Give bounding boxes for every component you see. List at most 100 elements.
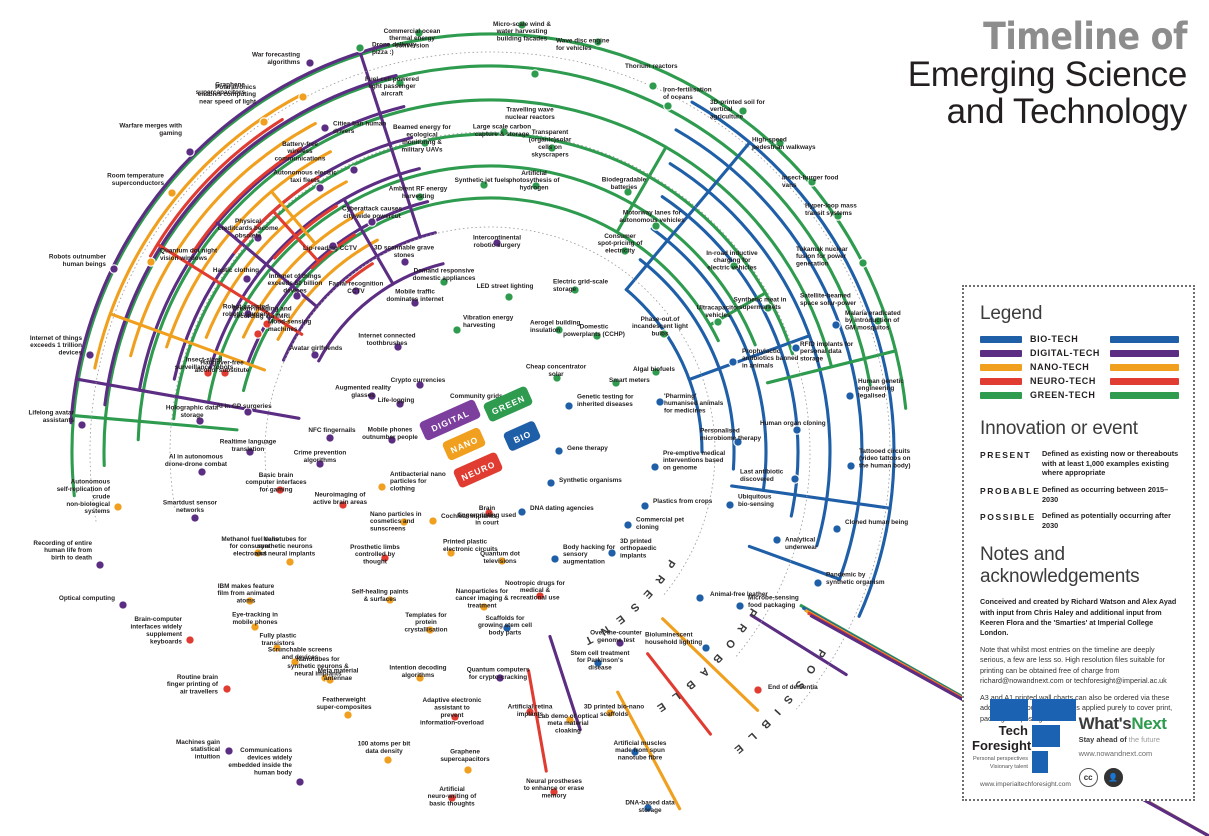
timeline-node[interactable] xyxy=(554,446,564,456)
timeline-node[interactable] xyxy=(262,319,272,329)
timeline-node[interactable] xyxy=(377,482,387,492)
timeline-node[interactable] xyxy=(325,433,335,443)
timeline-node[interactable] xyxy=(245,596,255,606)
timeline-node[interactable] xyxy=(605,708,615,718)
timeline-node[interactable] xyxy=(77,420,87,430)
timeline-node[interactable] xyxy=(738,106,748,116)
timeline-node[interactable] xyxy=(593,37,603,47)
timeline-node[interactable] xyxy=(833,211,843,221)
timeline-node[interactable] xyxy=(385,595,395,605)
timeline-node[interactable] xyxy=(395,78,405,88)
timeline-node[interactable] xyxy=(425,625,435,635)
timeline-node[interactable] xyxy=(393,342,403,352)
timeline-node[interactable] xyxy=(497,556,507,566)
timeline-node[interactable] xyxy=(197,467,207,477)
timeline-node[interactable] xyxy=(713,317,723,327)
hub-chip-nano[interactable]: NANO xyxy=(441,427,486,462)
timeline-node[interactable] xyxy=(305,58,315,68)
timeline-node[interactable] xyxy=(420,138,430,148)
timeline-node[interactable] xyxy=(651,367,661,377)
timeline-node[interactable] xyxy=(399,517,409,527)
timeline-node[interactable] xyxy=(729,261,739,271)
timeline-node[interactable] xyxy=(245,447,255,457)
timeline-node[interactable] xyxy=(615,638,625,648)
timeline-node[interactable] xyxy=(807,177,817,187)
timeline-node[interactable] xyxy=(253,548,263,558)
timeline-node[interactable] xyxy=(380,553,390,563)
timeline-node[interactable] xyxy=(224,746,234,756)
timeline-node[interactable] xyxy=(253,233,263,243)
timeline-node[interactable] xyxy=(873,316,883,326)
hub-chip-green[interactable]: GREEN xyxy=(482,385,533,422)
timeline-node[interactable] xyxy=(185,147,195,157)
timeline-node[interactable] xyxy=(285,557,295,567)
timeline-node[interactable] xyxy=(298,92,308,102)
timeline-node[interactable] xyxy=(499,127,509,137)
timeline-node[interactable] xyxy=(630,747,640,757)
timeline-node[interactable] xyxy=(325,675,335,685)
timeline-node[interactable] xyxy=(611,378,621,388)
timeline-node[interactable] xyxy=(813,578,823,588)
timeline-node[interactable] xyxy=(517,20,527,30)
timeline-node[interactable] xyxy=(222,684,232,694)
timeline-node[interactable] xyxy=(328,241,338,251)
timeline-node[interactable] xyxy=(607,548,617,558)
timeline-node[interactable] xyxy=(259,117,269,127)
timeline-node[interactable] xyxy=(552,373,562,383)
timeline-node[interactable] xyxy=(167,188,177,198)
timeline-node[interactable] xyxy=(655,397,665,407)
timeline-node[interactable] xyxy=(343,710,353,720)
timeline-node[interactable] xyxy=(463,765,473,775)
timeline-node[interactable] xyxy=(415,673,425,683)
timeline-node[interactable] xyxy=(550,554,560,564)
timeline-node[interactable] xyxy=(250,622,260,632)
timeline-node[interactable] xyxy=(502,623,512,633)
hub-chip-neuro[interactable]: NEURO xyxy=(452,451,503,488)
timeline-node[interactable] xyxy=(315,183,325,193)
timeline-node[interactable] xyxy=(383,755,393,765)
timeline-node[interactable] xyxy=(725,500,735,510)
timeline-node[interactable] xyxy=(367,217,377,227)
timeline-node[interactable] xyxy=(858,258,868,268)
timeline-node[interactable] xyxy=(428,516,438,526)
timeline-node[interactable] xyxy=(792,425,802,435)
timeline-node[interactable] xyxy=(592,331,602,341)
timeline-node[interactable] xyxy=(492,238,502,248)
timeline-node[interactable] xyxy=(185,635,195,645)
timeline-node[interactable] xyxy=(439,277,449,287)
timeline-node[interactable] xyxy=(479,602,489,612)
hub-chip-bio[interactable]: BIO xyxy=(502,420,541,452)
timeline-node[interactable] xyxy=(415,192,425,202)
timeline-node[interactable] xyxy=(320,123,330,133)
timeline-node[interactable] xyxy=(554,325,564,335)
timeline-node[interactable] xyxy=(547,143,557,153)
timeline-node[interactable] xyxy=(484,508,494,518)
timeline-node[interactable] xyxy=(565,715,575,725)
timeline-node[interactable] xyxy=(414,28,424,38)
timeline-node[interactable] xyxy=(695,593,705,603)
timeline-node[interactable] xyxy=(517,507,527,517)
timeline-node[interactable] xyxy=(753,685,763,695)
timeline-node[interactable] xyxy=(85,350,95,360)
timeline-node[interactable] xyxy=(546,478,556,488)
timeline-node[interactable] xyxy=(530,69,540,79)
timeline-node[interactable] xyxy=(728,357,738,367)
timeline-node[interactable] xyxy=(735,601,745,611)
timeline-node[interactable] xyxy=(253,329,263,339)
timeline-node[interactable] xyxy=(831,320,841,330)
timeline-node[interactable] xyxy=(623,187,633,197)
timeline-node[interactable] xyxy=(272,643,282,653)
timeline-node[interactable] xyxy=(701,643,711,653)
timeline-node[interactable] xyxy=(479,180,489,190)
timeline-node[interactable] xyxy=(243,309,253,319)
timeline-node[interactable] xyxy=(447,793,457,803)
timeline-node[interactable] xyxy=(791,343,801,353)
timeline-node[interactable] xyxy=(290,657,300,667)
timeline-node[interactable] xyxy=(663,101,673,111)
timeline-node[interactable] xyxy=(367,391,377,401)
timeline-node[interactable] xyxy=(113,502,123,512)
timeline-node[interactable] xyxy=(351,286,361,296)
timeline-node[interactable] xyxy=(292,291,302,301)
timeline-node[interactable] xyxy=(295,777,305,787)
timeline-node[interactable] xyxy=(845,391,855,401)
